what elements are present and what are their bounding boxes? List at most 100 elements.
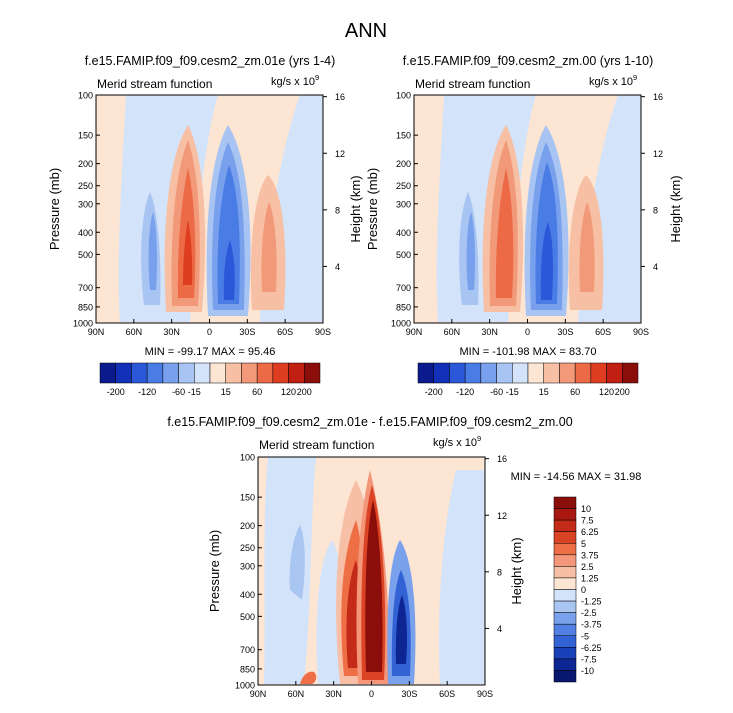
y-tick-label: 100 [78, 91, 93, 101]
y2-tick-label: 4 [335, 262, 340, 272]
colorbar-label: 0 [581, 585, 586, 595]
y-tick-label: 700 [78, 283, 93, 293]
y-tick-label: 200 [240, 521, 255, 531]
x-tick-label: 30N [481, 327, 498, 337]
y-axis-right: 16 12 8 4 [641, 92, 663, 272]
colorbar-label: -7.5 [581, 654, 597, 664]
colorbar-label: 7.5 [581, 516, 594, 526]
colorbar-box [194, 362, 211, 384]
y-axis-left: 100 150 200 250 300 400 500 700 850 1000 [235, 453, 262, 691]
x-axis: 90N 60N 30N 0 30S 60S 90S [88, 319, 331, 337]
colorbar-box [99, 362, 116, 384]
axes: 100 150 200 250 300 400 500 700 850 1000 16 12 8 4 9… [73, 91, 345, 338]
panel-title: f.e15.FAMIP.f09_f09.cesm2_zm.01e (yrs 1-… [85, 54, 336, 68]
y-tick-label: 250 [240, 543, 255, 553]
y-tick-label: 850 [78, 302, 93, 312]
light-blue-region [438, 470, 485, 684]
y2-tick-label: 12 [335, 149, 345, 159]
x-tick-label: 60S [595, 327, 611, 337]
colorbar-box [590, 362, 607, 384]
colorbar-box [553, 612, 577, 625]
x-tick-label: 30S [401, 689, 417, 699]
y2-tick-label: 16 [335, 92, 345, 102]
colorbar-label: -200 [107, 387, 125, 397]
red-cell [579, 202, 595, 292]
colorbar-label: 6.25 [581, 527, 599, 537]
x-tick-label: 90S [315, 327, 331, 337]
y2-tick-label: 8 [653, 205, 658, 215]
x-tick-label: 30S [239, 327, 255, 337]
blue-cell [223, 240, 235, 300]
y2-tick-label: 4 [497, 624, 502, 634]
colorbar-box [496, 362, 513, 384]
panel-units: kg/s x 109 [589, 73, 637, 88]
colorbar-label: 200 [297, 387, 312, 397]
colorbar-box [553, 589, 577, 602]
red-cell [495, 168, 514, 298]
y-tick-label: 850 [240, 664, 255, 674]
panel-title: f.e15.FAMIP.f09_f09.cesm2_zm.01e - f.e15… [167, 415, 572, 429]
panel-subtitle: Merid stream function [97, 77, 212, 91]
y-tick-label: 1000 [391, 319, 411, 329]
colorbar-box [543, 362, 560, 384]
y-tick-label: 100 [396, 91, 411, 101]
figure-title: ANN [345, 20, 387, 42]
panel-subtitle: Merid stream function [259, 438, 374, 452]
y-axis-right: 16 12 8 4 [323, 92, 345, 272]
colorbar-box [433, 362, 450, 384]
colorbar-label: -60 [490, 387, 503, 397]
colorbar-box [553, 554, 577, 567]
colorbar-label: -15 [506, 387, 519, 397]
colorbar-label: 120 [281, 387, 296, 397]
y-tick-label: 500 [396, 250, 411, 260]
axes: 100 150 200 250 300 400 500 700 850 1000 16 12 8 4 9… [235, 453, 507, 700]
x-tick-label: 30S [557, 327, 573, 337]
y-axis-right-label: Height (km) [509, 537, 524, 604]
colorbar-box [553, 600, 577, 613]
red-cell [261, 202, 277, 292]
colorbar-box [574, 362, 592, 384]
contour-field [258, 457, 485, 685]
colorbar-box [272, 362, 289, 384]
x-tick-label: 90S [477, 689, 493, 699]
y-tick-label: 150 [78, 131, 93, 141]
y-axis-left: 100 150 200 250 300 400 500 700 850 1000 [73, 91, 100, 329]
colorbar-box [553, 635, 577, 648]
x-tick-label: 0 [207, 327, 212, 337]
colorbar-box [241, 362, 258, 384]
colorbar-box [178, 362, 195, 384]
panel-subtitle: Merid stream function [415, 77, 530, 91]
colorbar-label: -200 [425, 387, 443, 397]
y-axis-left: 100 150 200 250 300 400 500 700 850 1000 [391, 91, 418, 329]
colorbar-label: -5 [581, 631, 589, 641]
x-axis: 90N 60N 30N 0 30S 60S 90S [250, 681, 493, 699]
panel-difference: f.e15.FAMIP.f09_f09.cesm2_zm.01e - f.e15… [167, 415, 641, 699]
y-tick-label: 300 [240, 561, 255, 571]
y-tick-label: 700 [396, 283, 411, 293]
colorbar-box [553, 566, 577, 579]
colorbar-label: -10 [581, 666, 594, 676]
red-cell [365, 500, 383, 672]
colorbar-box [559, 362, 576, 384]
y-axis-right-label: Height (km) [668, 175, 683, 242]
colorbar-label: 60 [570, 387, 580, 397]
min-max-stats: MIN = -101.98 MAX = 83.70 [460, 346, 597, 358]
colorbar-label: 2.5 [581, 562, 594, 572]
colorbar-box [417, 362, 434, 384]
blue-cell [148, 212, 157, 290]
colorbar-box [115, 362, 132, 384]
colorbar-box [553, 670, 577, 683]
colorbar-label: -60 [172, 387, 185, 397]
red-cell [300, 671, 317, 684]
y-tick-label: 400 [240, 590, 255, 600]
colorbar-box [553, 647, 577, 660]
min-max-stats: MIN = -99.17 MAX = 95.46 [145, 346, 276, 358]
colorbar-box [553, 519, 577, 532]
y-tick-label: 300 [78, 199, 93, 209]
colorbar-label: 15 [539, 387, 549, 397]
y-axis-label: Pressure (mb) [207, 530, 222, 612]
colorbar-box [553, 508, 577, 521]
colorbar-label: 60 [252, 387, 262, 397]
colorbar-box [256, 362, 274, 384]
